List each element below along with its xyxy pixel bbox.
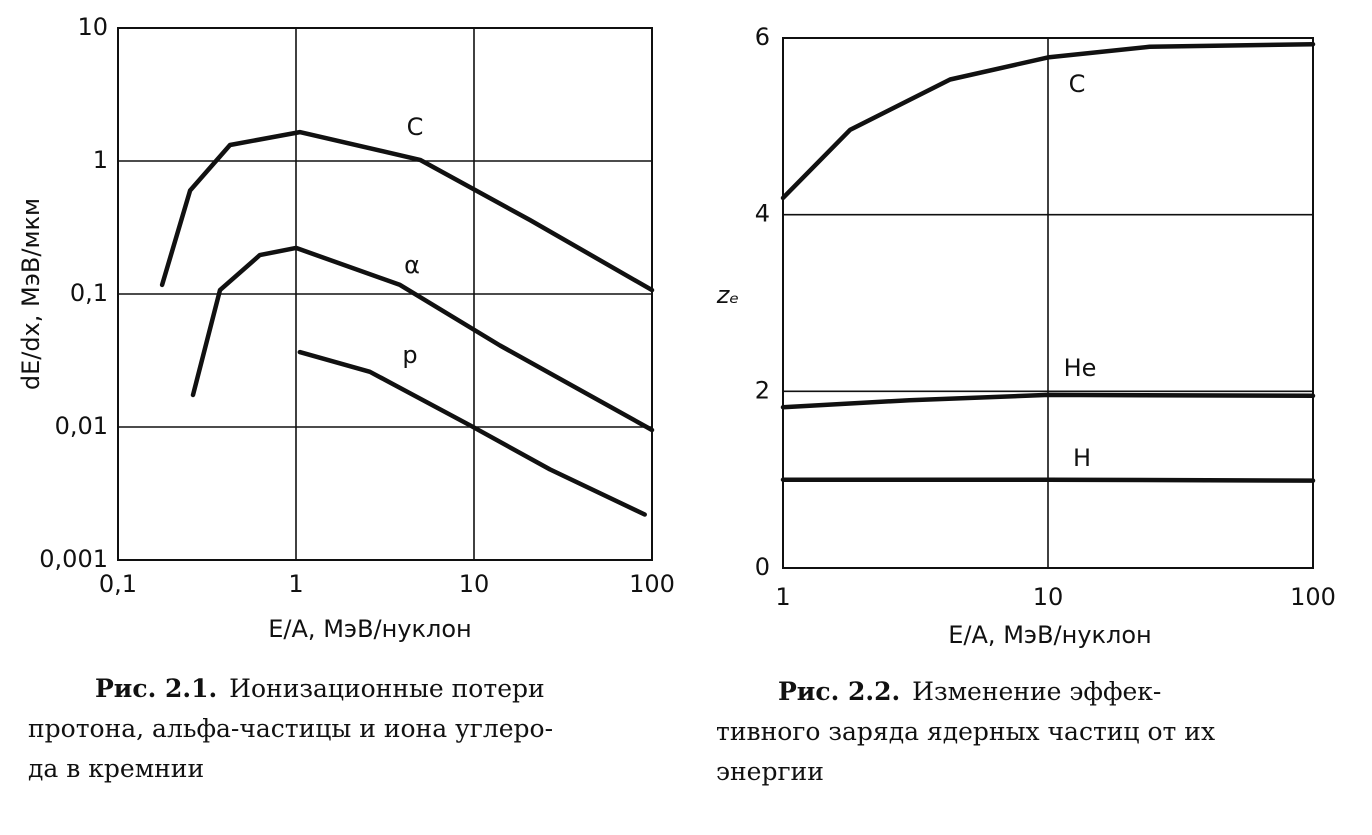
curve-label: He <box>1064 354 1097 382</box>
y-tick-label: 10 <box>77 13 108 41</box>
curve-label: p <box>402 341 417 369</box>
caption-text: энергии <box>716 757 824 786</box>
y-tick-label: 0 <box>755 553 770 581</box>
caption-text: да в кремнии <box>28 754 204 783</box>
x-tick-label: 1 <box>775 583 790 611</box>
curve <box>190 245 655 433</box>
y-axis-label: dE/dx, МэВ/мкм <box>17 198 45 390</box>
curve <box>297 349 647 517</box>
y-tick-label: 0,1 <box>70 279 108 307</box>
curve <box>780 41 1316 201</box>
x-axis-label: E/A, МэВ/нуклон <box>948 621 1151 649</box>
curve-label: H <box>1073 444 1091 472</box>
x-tick-label: 100 <box>629 570 675 598</box>
y-tick-label: 0,01 <box>55 412 108 440</box>
y-axis-label: zₑ <box>716 281 740 309</box>
curve <box>780 477 1316 483</box>
curve-label: α <box>404 251 420 279</box>
y-tick-label: 0,001 <box>39 545 108 573</box>
y-tick-label: 6 <box>755 23 770 51</box>
x-tick-label: 100 <box>1290 583 1336 611</box>
x-tick-label: 0,1 <box>99 570 137 598</box>
curve <box>159 129 655 293</box>
x-tick-label: 10 <box>459 570 490 598</box>
x-tick-label: 1 <box>288 570 303 598</box>
caption-first-line: Рис. 2.1. Ионизационные потери <box>95 674 545 703</box>
caption-label: Рис. 2.1. <box>95 674 217 703</box>
caption-text: Ионизационные потери <box>229 674 544 703</box>
curve-label: C <box>407 113 424 141</box>
x-axis-label: E/A, МэВ/нуклон <box>268 615 471 643</box>
x-tick-label: 10 <box>1033 583 1064 611</box>
y-tick-label: 2 <box>755 376 770 404</box>
caption-label: Рис. 2.2. <box>778 677 900 706</box>
curve-label: C <box>1069 70 1086 98</box>
caption-text: Изменение эффек- <box>912 677 1161 706</box>
curve <box>780 392 1316 410</box>
y-tick-label: 1 <box>93 146 108 174</box>
caption-text: тивного заряда ядерных частиц от их <box>716 717 1215 746</box>
y-tick-label: 4 <box>755 200 770 228</box>
caption-text: протона, альфа-частицы и иона углеро- <box>28 714 553 743</box>
caption-first-line: Рис. 2.2. Изменение эффек- <box>778 677 1161 706</box>
